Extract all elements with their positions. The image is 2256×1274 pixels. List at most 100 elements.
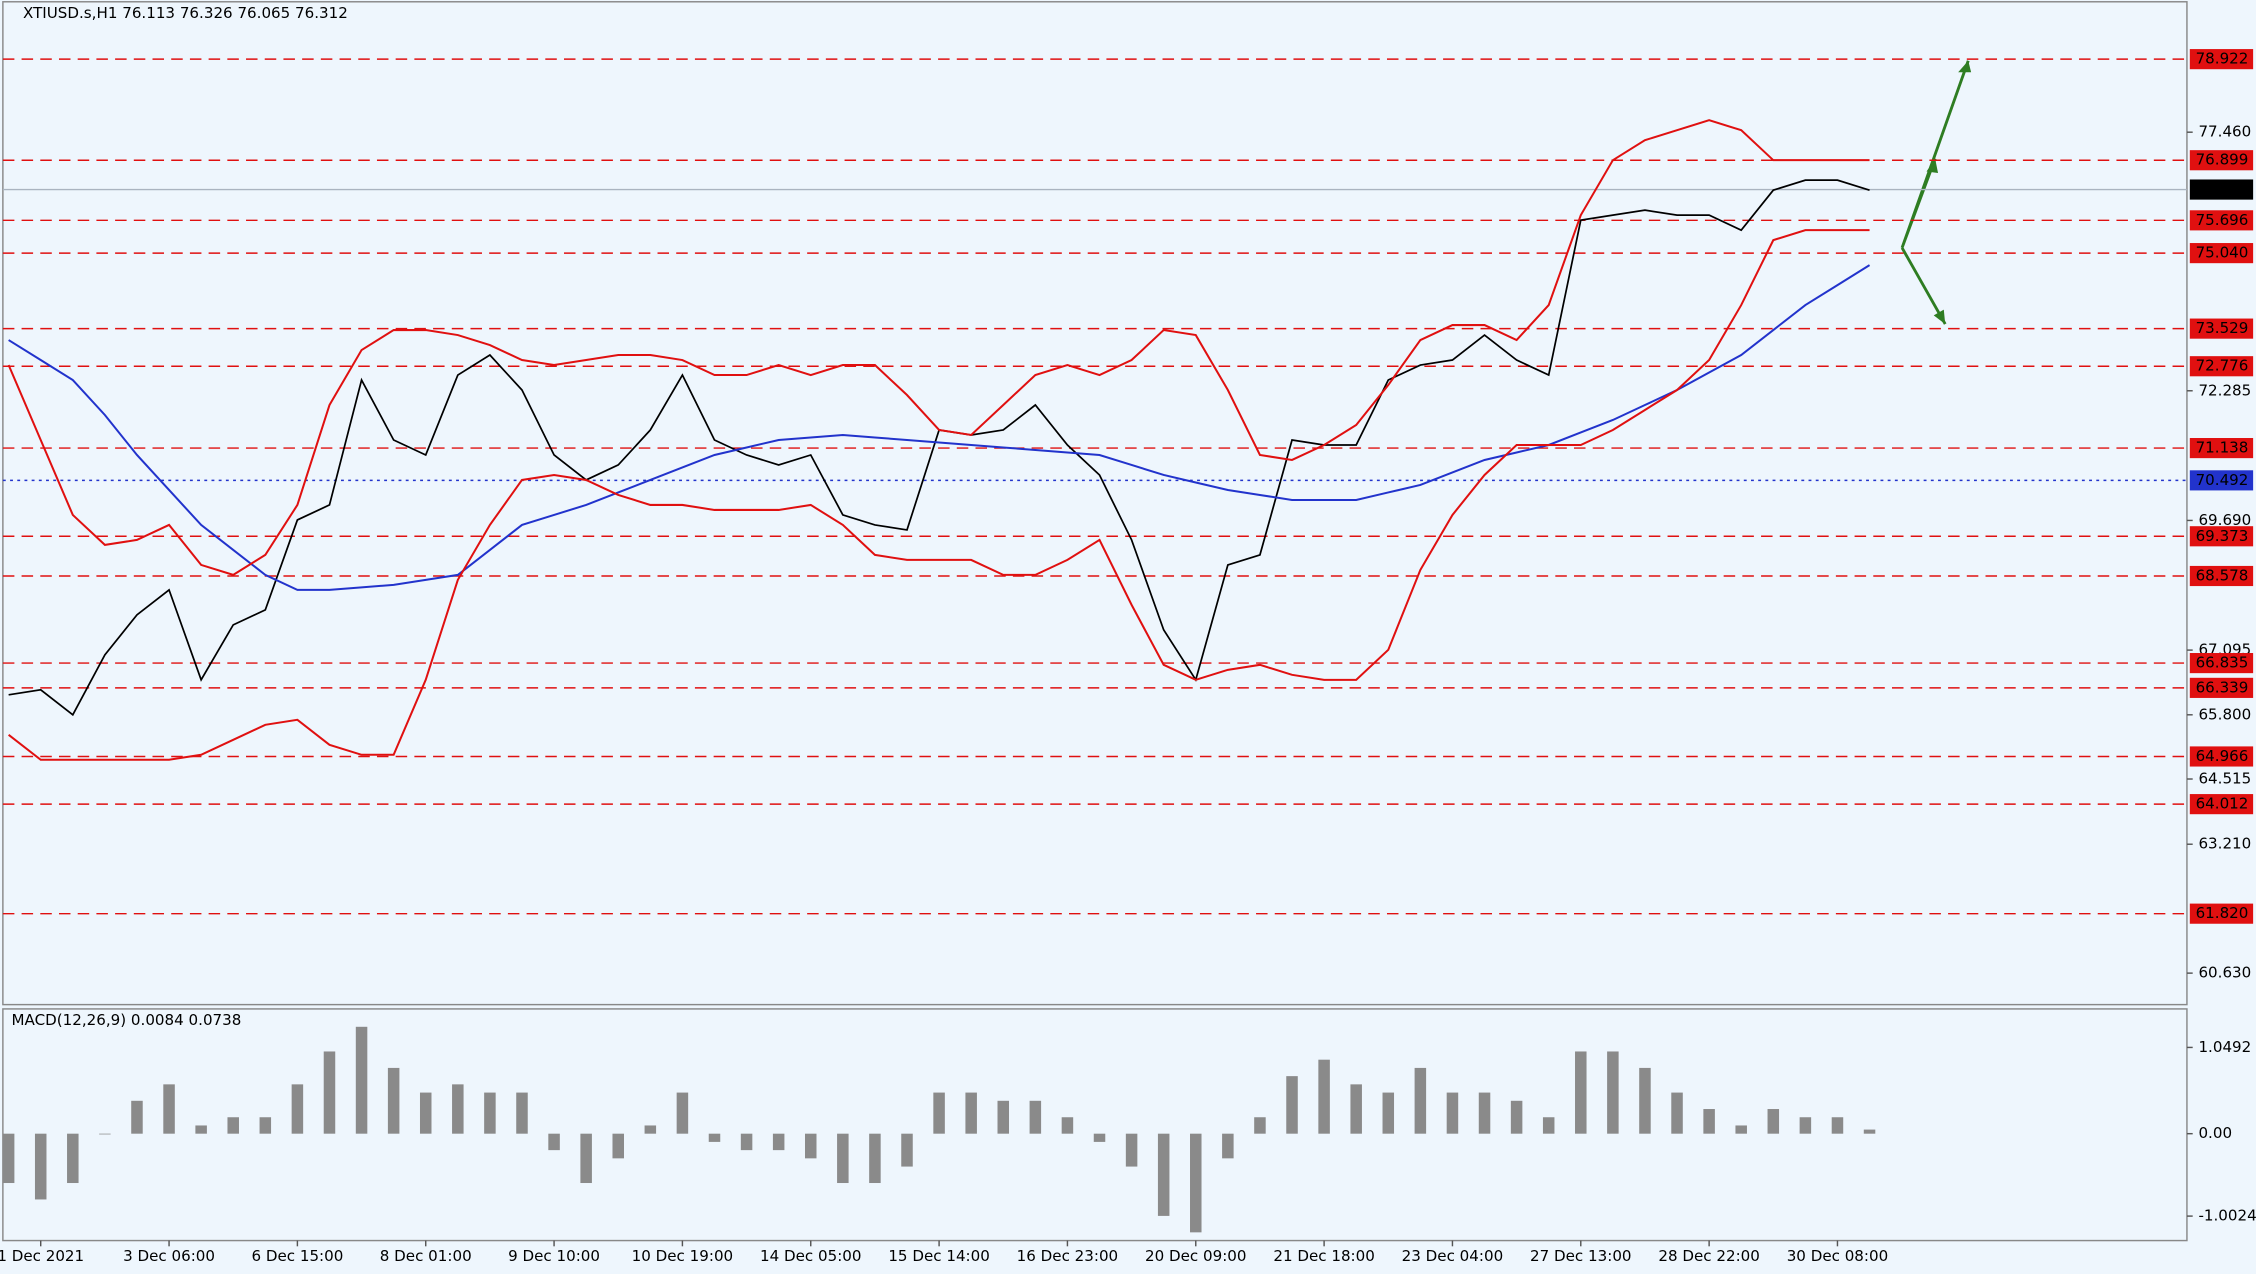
x-tick-label: 23 Dec 04:00 [1402,1247,1504,1265]
x-tick-label: 15 Dec 14:00 [888,1247,990,1265]
macd-bar [1542,1117,1555,1134]
level-label: 76.899 [2196,151,2249,169]
blue-level-label: 70.492 [2196,471,2249,489]
macd-bar [772,1133,785,1151]
level-label: 69.373 [2196,527,2249,545]
y-tick-label: 0.00 [2198,1124,2232,1142]
macd-bar [1446,1092,1459,1134]
main-pane [2,1,2188,1006]
macd-bar [1575,1051,1587,1134]
level-label: 66.835 [2196,654,2249,672]
macd-bar [901,1133,913,1167]
macd-bar [1767,1109,1780,1134]
x-tick-label: 9 Dec 10:00 [508,1247,600,1265]
x-tick-label: 30 Dec 08:00 [1787,1247,1889,1265]
macd-bar [163,1084,175,1134]
x-tick-label: 16 Dec 23:00 [1017,1247,1119,1265]
macd-bar [997,1100,1010,1134]
macd-bar [740,1133,753,1151]
y-tick-label: 69.690 [2198,511,2251,529]
macd-title: MACD(12,26,9) 0.0084 0.0738 [12,1011,242,1029]
level-label-box [2189,794,2254,815]
level-label: 68.578 [2196,566,2249,584]
level-label-box [2189,903,2254,924]
blue-level-box [2189,470,2254,491]
macd-bar [1382,1092,1395,1134]
x-tick-label: 20 Dec 09:00 [1145,1247,1247,1265]
macd-bar [1190,1133,1202,1233]
level-label: 71.138 [2196,439,2249,457]
level-label: 66.339 [2196,678,2249,696]
y-tick-label: 1.0492 [2198,1038,2251,1056]
macd-bar [548,1133,560,1151]
level-label-box [2189,318,2254,339]
macd-bar [1350,1084,1362,1134]
level-label: 61.820 [2196,904,2249,922]
macd-bar [1607,1051,1619,1134]
macd-bar [291,1084,304,1134]
current-price-label: 76.312 [2196,180,2249,198]
x-tick-label: 1 Dec 2021 [0,1247,84,1265]
y-tick-label: 63.210 [2198,835,2251,853]
macd-bar [355,1026,368,1134]
x-tick-label: 6 Dec 15:00 [251,1247,343,1265]
macd-bar [419,1092,432,1134]
level-label: 64.966 [2196,747,2249,765]
level-label-box [2189,150,2254,171]
level-label: 75.040 [2196,244,2249,262]
y-tick-label: -1.0024 [2198,1207,2256,1225]
macd-bar [1735,1125,1747,1134]
macd-bar [1831,1117,1844,1134]
series-line [8,264,1871,591]
macd-bar [1478,1092,1491,1134]
level-label-box [2189,526,2254,547]
forecast-arrows [1900,60,1970,325]
macd-bar [34,1133,47,1200]
level-label-box [2189,49,2254,70]
y-tick-label: 60.630 [2198,964,2251,982]
macd-bar [195,1125,207,1134]
macd-bar [131,1100,143,1134]
macd-bar [612,1133,624,1159]
macd-bar [804,1133,817,1159]
macd-bar [1510,1100,1523,1134]
level-label: 73.529 [2196,319,2249,337]
macd-bar [1703,1109,1715,1134]
level-label-box [2189,438,2254,459]
macd-bar [644,1125,657,1134]
series-line [7,119,1870,576]
macd-bar [387,1067,400,1134]
x-tick-label: 3 Dec 06:00 [123,1247,215,1265]
level-label-box [2189,677,2254,698]
macd-bar [1671,1092,1683,1134]
x-tick-label: 8 Dec 01:00 [380,1247,472,1265]
y-tick-label: 77.460 [2198,123,2251,141]
macd-bar [452,1084,464,1134]
macd-bar [708,1133,721,1142]
macd-bar [933,1092,945,1134]
level-label-box [2189,653,2254,674]
x-tick-label: 28 Dec 22:00 [1658,1247,1760,1265]
level-label: 78.922 [2196,50,2249,68]
macd-bar [259,1117,272,1134]
level-label-box [2189,746,2254,767]
level-label-box [2189,565,2254,587]
macd-pane [2,1008,2188,1242]
series-line [8,229,1870,761]
level-label: 64.012 [2196,795,2249,813]
level-label-box [2189,356,2254,377]
macd-bar [1863,1129,1876,1134]
macd-bar [1157,1133,1170,1216]
x-tick-label: 27 Dec 13:00 [1530,1247,1632,1265]
macd-bar [2,1133,15,1184]
level-label-box [2189,210,2254,231]
y-tick-label: 65.800 [2198,705,2251,723]
macd-bar [1093,1133,1106,1142]
current-price-box [2189,179,2254,200]
macd-bar [1799,1117,1812,1134]
macd-bar [1061,1117,1074,1134]
x-tick-label: 21 Dec 18:00 [1273,1247,1375,1265]
level-label: 75.696 [2196,211,2249,229]
